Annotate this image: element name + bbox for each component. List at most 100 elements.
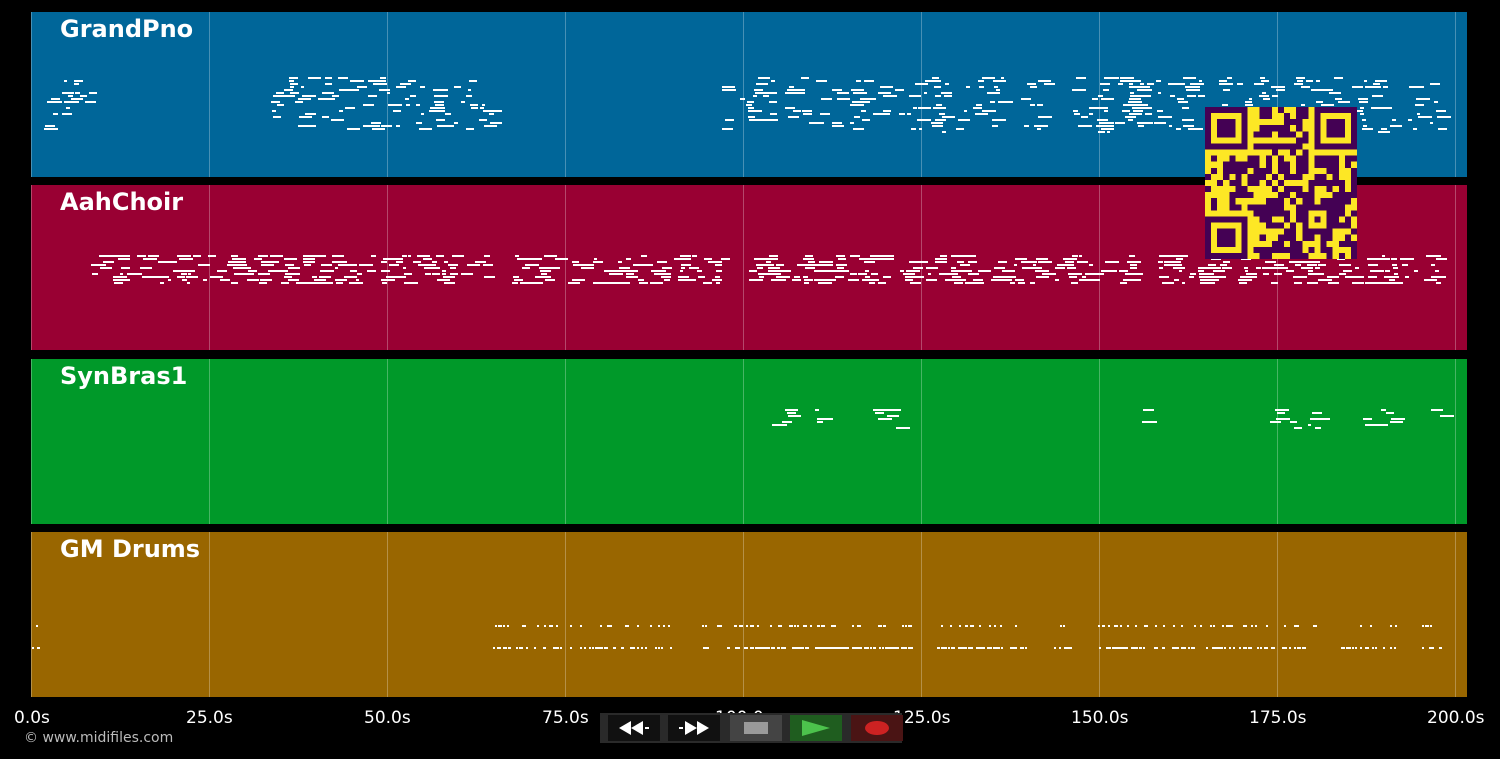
midi-note — [950, 625, 952, 627]
midi-note — [371, 128, 386, 130]
midi-note — [318, 98, 330, 100]
midi-note — [1354, 647, 1357, 649]
fast-forward-button[interactable] — [668, 715, 720, 741]
midi-note — [809, 122, 824, 124]
midi-note — [1159, 267, 1163, 269]
midi-note — [764, 264, 775, 266]
midi-note — [1328, 92, 1342, 94]
midi-note — [973, 107, 983, 109]
midi-note — [989, 625, 992, 627]
track-grandpno[interactable]: GrandPno — [31, 12, 1467, 177]
midi-note — [120, 267, 127, 269]
midi-note — [739, 625, 742, 627]
midi-note — [958, 625, 961, 627]
midi-note — [1260, 647, 1263, 649]
midi-note — [1266, 625, 1269, 627]
midi-note — [944, 647, 947, 649]
midi-note — [1015, 625, 1018, 627]
stop-button[interactable] — [730, 715, 782, 741]
midi-note — [1112, 647, 1115, 649]
midi-note — [1440, 647, 1443, 649]
midi-note — [819, 647, 822, 649]
midi-note — [50, 98, 61, 100]
midi-note — [1358, 98, 1368, 100]
midi-note — [925, 267, 939, 269]
midi-note — [904, 647, 907, 649]
midi-note — [1231, 625, 1234, 627]
midi-note — [950, 267, 956, 269]
midi-note — [253, 258, 262, 260]
midi-note — [805, 647, 808, 649]
midi-note — [1359, 107, 1365, 109]
midi-note — [1103, 110, 1109, 112]
play-button[interactable] — [790, 715, 842, 741]
midi-note — [523, 282, 529, 284]
midi-note — [1134, 625, 1137, 627]
midi-note — [1363, 80, 1368, 82]
midi-note — [418, 128, 432, 130]
midi-note — [524, 282, 536, 284]
midi-note — [906, 270, 920, 272]
midi-note — [1097, 95, 1103, 97]
midi-note — [432, 273, 440, 275]
midi-note — [1117, 83, 1123, 85]
midi-note — [956, 128, 965, 130]
midi-note — [965, 86, 971, 88]
midi-note — [1103, 89, 1109, 91]
midi-note — [435, 110, 446, 112]
midi-note — [1382, 647, 1385, 649]
midi-note — [187, 258, 193, 260]
midi-note — [402, 267, 407, 269]
gridline — [1455, 12, 1456, 177]
midi-note — [830, 625, 833, 627]
track-gm-drums[interactable]: GM Drums — [31, 532, 1467, 697]
midi-note — [1129, 86, 1142, 88]
midi-note — [744, 647, 747, 649]
midi-note — [493, 647, 496, 649]
midi-note — [180, 273, 187, 275]
midi-note — [1080, 116, 1088, 118]
rewind-button[interactable] — [608, 715, 660, 741]
midi-note — [1000, 647, 1003, 649]
midi-note — [714, 276, 721, 278]
midi-note — [1136, 122, 1151, 124]
midi-note — [1212, 267, 1222, 269]
midi-note — [1139, 647, 1142, 649]
midi-note — [1085, 273, 1091, 275]
midi-note — [955, 255, 967, 257]
midi-note — [847, 647, 849, 649]
midi-note — [1088, 273, 1100, 275]
midi-note — [816, 647, 819, 649]
midi-note — [541, 276, 551, 278]
midi-note — [614, 647, 617, 649]
midi-note — [1218, 80, 1227, 82]
midi-note — [482, 104, 486, 106]
midi-note — [1393, 282, 1403, 284]
midi-note — [158, 261, 173, 263]
track-synbras1[interactable]: SynBras1 — [31, 359, 1467, 524]
midi-note — [1130, 267, 1138, 269]
midi-note — [797, 647, 800, 649]
midi-note — [139, 267, 151, 269]
midi-note — [990, 101, 996, 103]
midi-note — [372, 83, 382, 85]
midi-note — [869, 255, 884, 257]
midi-note — [762, 95, 769, 97]
midi-note — [430, 107, 445, 109]
midi-note — [1250, 647, 1253, 649]
midi-note — [954, 282, 963, 284]
midi-note — [1182, 77, 1196, 79]
midi-note — [997, 647, 1000, 649]
midi-note — [1199, 625, 1202, 627]
midi-note — [679, 270, 684, 272]
record-button[interactable] — [851, 715, 903, 741]
midi-note — [945, 279, 960, 281]
midi-note — [767, 267, 780, 269]
midi-note — [1198, 80, 1203, 82]
midi-note — [1113, 625, 1116, 627]
midi-note — [1261, 267, 1269, 269]
midi-note — [1255, 267, 1262, 269]
midi-note — [747, 110, 763, 112]
midi-note — [965, 625, 968, 627]
midi-note — [1190, 273, 1196, 275]
